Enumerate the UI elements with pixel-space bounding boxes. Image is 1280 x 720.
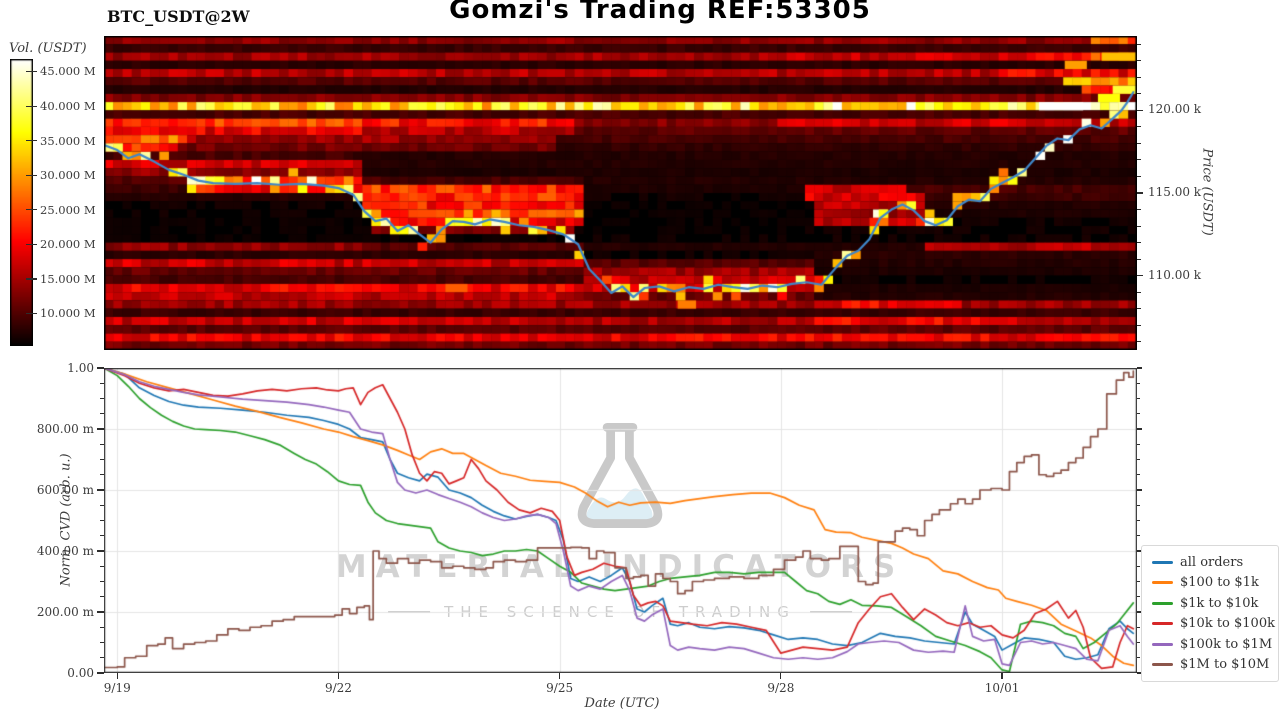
price-minor-tick xyxy=(1137,242,1141,244)
legend-item: $1M to $10M xyxy=(1152,655,1278,676)
date-tick-label: 9/25 xyxy=(546,681,574,695)
legend-line-swatch xyxy=(1152,560,1173,564)
legend-item: $100k to $1M xyxy=(1152,634,1278,655)
legend-line-swatch xyxy=(1152,642,1173,646)
colorbar-tick-label: 15.000 M xyxy=(40,271,96,286)
legend: all orders $100 to $1k $1k to $10k $10k to … xyxy=(1141,545,1279,682)
legend-item: $1k to $10k xyxy=(1152,593,1278,614)
colorbar-tick-label: 25.000 M xyxy=(40,202,96,217)
date-tick xyxy=(1001,673,1003,679)
cvd-minor-tick-right xyxy=(1137,382,1140,384)
cvd-tick xyxy=(97,367,104,369)
date-tick-label: 10/01 xyxy=(984,681,1020,695)
price-minor-tick xyxy=(1137,175,1141,177)
price-minor-tick xyxy=(1137,126,1141,128)
price-minor-tick xyxy=(1137,258,1141,260)
legend-item: $100 to $1k xyxy=(1152,573,1278,594)
cvd-minor-tick-right xyxy=(1137,657,1140,659)
price-minor-tick xyxy=(1137,341,1141,343)
colorbar-tick-label: 10.000 M xyxy=(40,306,96,321)
price-minor-tick xyxy=(1137,159,1141,161)
colorbar-tick-label: 35.000 M xyxy=(40,133,96,148)
date-tick xyxy=(780,673,782,679)
cvd-minor-tick-right xyxy=(1137,535,1140,537)
price-minor-tick xyxy=(1137,209,1141,211)
cvd-minor-tick-right xyxy=(1137,596,1140,598)
cvd-tick-label: 1.00 xyxy=(67,361,94,375)
legend-line-swatch xyxy=(1152,581,1173,585)
cvd-tick xyxy=(97,611,104,613)
price-minor-tick xyxy=(1137,43,1141,45)
cvd-tick-label: 800.00 m xyxy=(36,422,94,436)
cvd-minor-tick-right xyxy=(1137,474,1140,476)
cvd-tick-right xyxy=(1137,428,1142,430)
colorbar-label: Vol. (USDT) xyxy=(9,41,87,56)
legend-label: all orders xyxy=(1180,554,1244,570)
cvd-tick xyxy=(97,428,104,430)
cvd-tick xyxy=(97,672,104,674)
legend-label: $1k to $10k xyxy=(1180,595,1259,611)
page-title: Gomzi's Trading REF:53305 xyxy=(449,0,871,25)
cvd-minor-tick-right xyxy=(1137,459,1140,460)
date-tick-label: 9/19 xyxy=(103,681,131,695)
price-minor-tick xyxy=(1137,93,1141,95)
date-axis-label: Date (UTC) xyxy=(584,696,660,711)
cvd-tick-right xyxy=(1137,367,1142,369)
cvd-minor-tick-right xyxy=(1137,520,1140,521)
cvd-minor-tick-right xyxy=(1137,398,1140,399)
cvd-minor-tick-right xyxy=(1137,642,1140,643)
date-tick-label: 9/28 xyxy=(767,681,795,695)
date-tick xyxy=(116,673,118,679)
cvd-axis-label: Norm. CVD (arb. u.) xyxy=(58,453,74,587)
price-tick xyxy=(1137,275,1143,277)
cvd-minor-tick-right xyxy=(1137,413,1140,415)
price-axis-label: Price (USDT) xyxy=(1199,148,1215,236)
legend-line-swatch xyxy=(1152,663,1173,667)
date-tick xyxy=(559,673,561,679)
legend-item: all orders xyxy=(1152,552,1278,573)
legend-item: $10k to $100k xyxy=(1152,614,1278,635)
cvd-tick-label: 0.00 xyxy=(67,666,94,680)
colorbar-tick-label: 40.000 M xyxy=(40,99,96,114)
cvd-minor-tick-right xyxy=(1137,443,1140,445)
cvd-minor-tick-right xyxy=(1137,565,1140,567)
price-tick-label: 115.00 k xyxy=(1148,185,1202,199)
cvd-minor-tick-right xyxy=(1137,504,1140,506)
orderbook-heatmap-canvas xyxy=(104,36,1137,350)
symbol-label: BTC_USDT@2W xyxy=(107,7,250,26)
date-tick-label: 9/22 xyxy=(324,681,352,695)
price-minor-tick xyxy=(1137,60,1141,62)
cvd-tick xyxy=(97,550,104,552)
colorbar-tick-label: 30.000 M xyxy=(40,168,96,183)
date-tick xyxy=(337,673,340,679)
legend-line-swatch xyxy=(1152,622,1173,626)
cvd-chart-canvas xyxy=(104,368,1137,673)
colorbar-tick-label: 20.000 M xyxy=(40,237,96,252)
cvd-tick xyxy=(97,489,104,491)
price-tick xyxy=(1137,192,1143,194)
cvd-tick-label: 200.00 m xyxy=(36,605,94,619)
legend-label: $10k to $100k xyxy=(1180,616,1275,632)
cvd-minor-tick-right xyxy=(1137,626,1140,628)
volume-colorbar xyxy=(10,59,33,346)
legend-label: $100k to $1M xyxy=(1180,636,1273,652)
price-minor-tick xyxy=(1137,76,1141,78)
legend-line-swatch xyxy=(1152,601,1173,605)
price-tick-label: 110.00 k xyxy=(1148,267,1202,282)
legend-label: $1M to $10M xyxy=(1180,657,1270,673)
price-tick-label: 120.00 k xyxy=(1148,102,1202,117)
price-minor-tick xyxy=(1137,225,1141,227)
cvd-tick-right xyxy=(1137,489,1142,491)
price-minor-tick xyxy=(1137,142,1141,144)
price-minor-tick xyxy=(1137,308,1141,310)
colorbar-tick-label: 45.000 M xyxy=(40,64,96,79)
price-minor-tick xyxy=(1137,291,1141,293)
price-minor-tick xyxy=(1137,324,1141,326)
price-tick xyxy=(1137,109,1143,111)
cvd-minor-tick-right xyxy=(1137,581,1140,582)
legend-label: $100 to $1k xyxy=(1180,575,1259,591)
